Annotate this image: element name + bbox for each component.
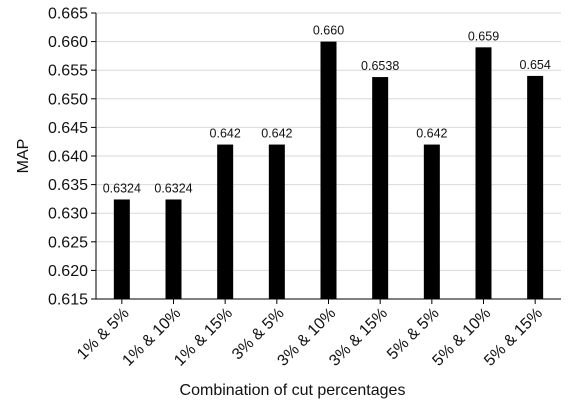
y-tick-label: 0.665	[48, 6, 88, 23]
bar	[217, 144, 234, 299]
y-tick-label: 0.660	[48, 34, 88, 51]
y-axis-title: MAP	[15, 139, 32, 174]
bar-value-label: 0.6538	[361, 59, 399, 73]
bar	[268, 144, 285, 299]
x-axis-title: Combination of cut percentages	[180, 382, 406, 399]
data-labels: 0.6324 0.6324 0.642 0.642 0.660 0.6538 0.642 0.…	[103, 24, 551, 196]
bar-value-label: 0.642	[210, 127, 241, 141]
y-tick-label: 0.630	[48, 206, 88, 223]
bar-value-label: 0.6324	[154, 181, 192, 195]
bar	[372, 77, 389, 300]
y-tick-label: 0.615	[48, 292, 88, 309]
y-tick-label: 0.655	[48, 63, 88, 80]
y-tick-label: 0.635	[48, 177, 88, 194]
y-tick-label: 0.645	[48, 120, 88, 137]
y-tick-label: 0.650	[48, 91, 88, 108]
x-axis-ticks: 1% & 5%1% & 10%1% & 15%3% & 5%3% & 10%3%…	[74, 299, 546, 370]
bar-value-label: 0.642	[261, 127, 292, 141]
bar	[320, 41, 337, 299]
bar	[423, 144, 440, 299]
bar	[527, 75, 544, 299]
bar-value-label: 0.660	[313, 24, 344, 38]
bar	[475, 47, 492, 299]
bar-value-label: 0.659	[468, 29, 499, 43]
bars	[113, 41, 544, 300]
bar-value-label: 0.6324	[103, 181, 141, 195]
bar-value-label: 0.654	[520, 58, 551, 72]
y-tick-label: 0.625	[48, 234, 88, 251]
y-tick-label: 0.640	[48, 149, 88, 166]
bar	[165, 199, 182, 299]
y-tick-label: 0.620	[48, 263, 88, 280]
y-axis-ticks: 0.615 0.620 0.625 0.630 0.635 0.640 0.645 0.650…	[48, 6, 96, 309]
bar	[113, 199, 130, 299]
bar-value-label: 0.642	[416, 127, 447, 141]
